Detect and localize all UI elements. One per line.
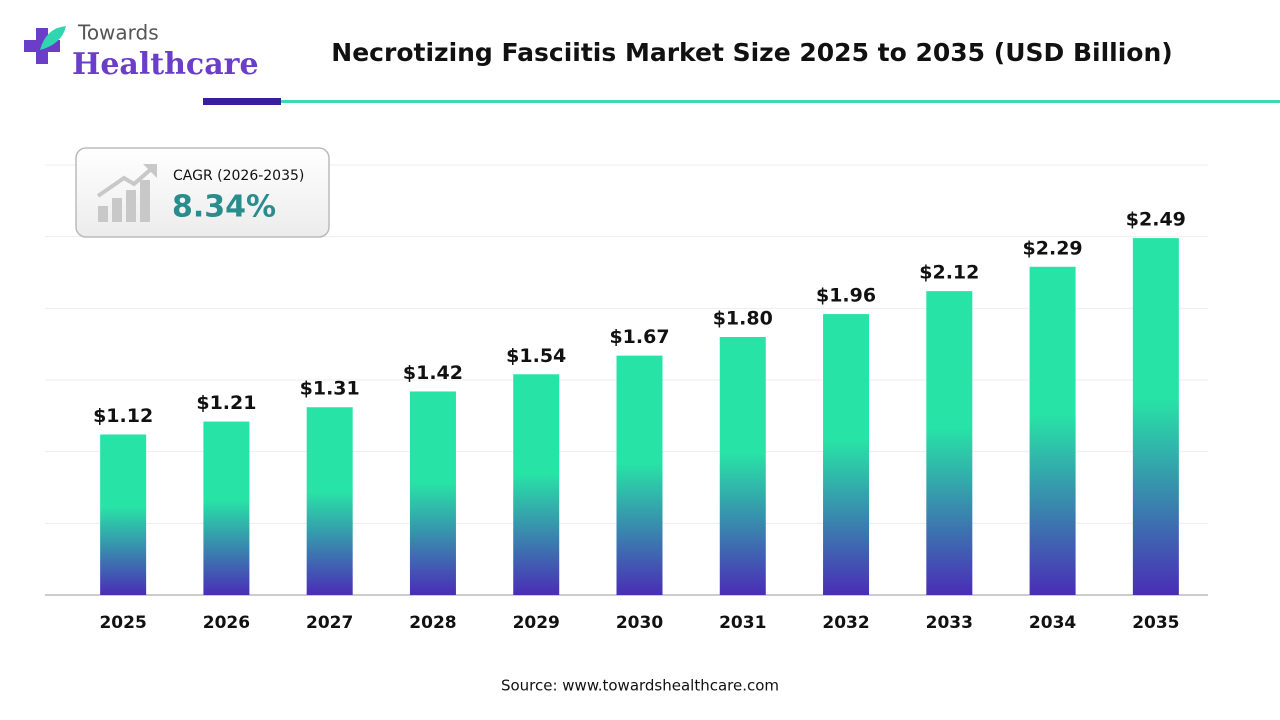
x-tick-label: 2028 [409, 613, 456, 633]
logo-leaf [40, 26, 66, 50]
bar [100, 434, 147, 595]
cagr-frame [75, 147, 330, 238]
bar [616, 355, 663, 595]
value-label: $2.29 [1023, 237, 1083, 259]
bar [1132, 238, 1179, 595]
x-tick-label: 2033 [926, 613, 973, 633]
value-label: $1.54 [506, 345, 566, 367]
bar [1029, 266, 1076, 595]
logo-text-bottom: Healthcare [72, 47, 259, 82]
bar [306, 407, 353, 595]
x-tick-label: 2034 [1029, 613, 1076, 633]
value-label: $2.49 [1126, 209, 1186, 231]
value-label: $1.67 [609, 326, 669, 348]
header-rule-dark [203, 98, 281, 105]
bar [513, 374, 560, 595]
cagr-value: 8.34% [172, 190, 276, 225]
header-rule-teal [281, 100, 1280, 103]
x-tick-label: 2030 [616, 613, 663, 633]
value-label: $1.31 [300, 378, 360, 400]
logo-text-top: Towards [77, 21, 159, 45]
bar [409, 391, 456, 595]
value-label: $1.80 [713, 308, 773, 330]
bar [203, 421, 250, 595]
plot: $1.12 2025 $1.21 2026 $1.31 2027 $1.42 2028 $1.5… [45, 164, 1208, 633]
x-tick-label: 2032 [822, 613, 869, 633]
bar [823, 314, 870, 595]
x-tick-label: 2025 [99, 613, 146, 633]
bar [926, 291, 973, 595]
bar [719, 337, 766, 595]
value-label: $1.12 [93, 405, 153, 427]
x-tick-label: 2035 [1132, 613, 1179, 633]
x-tick-label: 2026 [203, 613, 250, 633]
chart-title: Necrotizing Fasciitis Market Size 2025 t… [331, 38, 1172, 67]
value-label: $2.12 [919, 262, 979, 284]
x-tick-label: 2029 [513, 613, 560, 633]
source: Source: www.towardshealthcare.com [501, 677, 779, 695]
cagr-label: CAGR (2026-2035) [173, 168, 304, 184]
cagr-icon [96, 164, 157, 222]
logo: Towards Healthcare [24, 21, 259, 82]
cagr-box: CAGR (2026-2035) 8.34% [75, 147, 330, 238]
value-label: $1.42 [403, 362, 463, 384]
value-label: $1.21 [196, 392, 256, 414]
value-label: $1.96 [816, 285, 876, 307]
x-tick-label: 2031 [719, 613, 766, 633]
x-tick-label: 2027 [306, 613, 353, 633]
